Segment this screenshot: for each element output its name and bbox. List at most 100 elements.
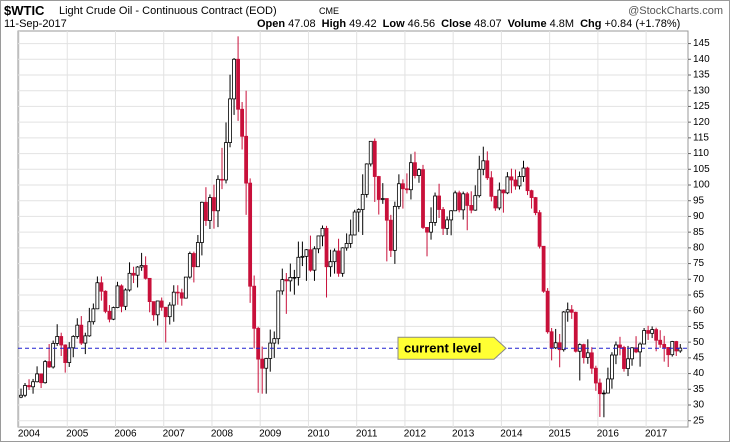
candle-body [505,176,510,194]
x-tick-label: 2004 [18,429,41,440]
candle-body [348,234,353,244]
candle-body [473,195,478,211]
candle-body [360,194,365,210]
x-tick-label: 2010 [307,429,330,440]
x-tick-label: 2012 [404,429,427,440]
candle-body [646,330,651,334]
candle-body [123,289,128,307]
candle-body [43,361,48,384]
candle-body [288,276,293,282]
candle-body [433,195,437,223]
symbol: $WTIC [4,3,45,18]
candle-body [658,339,663,345]
quote-label: High [321,18,347,30]
candle-body [23,385,27,396]
candle-body [413,162,417,176]
candle-body [481,160,486,170]
candle-body [626,358,630,369]
candle-body [449,210,454,221]
candle-body [445,219,450,229]
candle-body [19,394,23,398]
candle-body [392,205,397,251]
candle-body [167,304,172,318]
quote-value: 4.8M [549,18,575,30]
candle-body [678,347,683,352]
quote: Open 47.08 High 49.42 Low 46.56 Close 48.07 Volu… [257,18,686,30]
candle-body [51,342,56,368]
candle-body [31,381,35,388]
candle-body [469,205,474,211]
candle-body [163,306,168,318]
candle-body [384,198,389,221]
candle-body [489,177,494,197]
y-tick-label: 130 [693,85,710,96]
candle-body [356,209,361,213]
candle-body [509,176,514,181]
candle-body [368,140,373,165]
candle-body [352,211,357,236]
candle-body [521,167,526,177]
candle-body [545,290,550,333]
candle-body [581,344,586,358]
candle-body [666,347,671,356]
candle-body [300,255,305,258]
candle-body [529,190,534,198]
candle-body [437,195,441,210]
candle-body [654,329,659,341]
y-tick-label: 95 [693,195,705,206]
candle-body [593,367,598,384]
y-tick-label: 60 [693,305,705,316]
candle-body [376,176,381,200]
candle-body [622,347,626,369]
x-tick-label: 2014 [500,429,523,440]
x-tick-label: 2015 [549,429,572,440]
candle-body [83,335,88,344]
candle-body [400,183,405,190]
candle-body [344,243,349,249]
candle-body [91,308,96,323]
y-tick-label: 135 [693,70,710,81]
annotation-callout [397,336,507,360]
candle-body [372,140,377,177]
candle-body [662,343,667,348]
x-tick-label: 2017 [645,429,668,440]
quote-label: Close [441,18,472,30]
x-tick-label: 2009 [259,429,282,440]
candle-body [409,162,413,191]
x-tick-label: 2005 [66,429,89,440]
candle-body [304,249,309,257]
candle-body [39,373,43,384]
candle-body [425,227,429,233]
candle-body [107,310,112,320]
candle-body [228,98,232,143]
candle-body [493,195,498,209]
candle-body [312,248,317,271]
exchange: CME [319,6,339,16]
candle-body [260,358,265,369]
candle-body [441,209,446,229]
candle-body [630,347,634,360]
candle-body [191,253,196,268]
candle-body [195,242,200,268]
quote-label: Chg [580,18,602,30]
y-tick-label: 25 [693,415,705,426]
candle-body [224,142,228,181]
y-tick-label: 35 [693,384,705,395]
candle-body [569,309,574,313]
candle-body [272,338,277,344]
candle-body [75,324,80,337]
candle-body [252,285,257,329]
candle-body [417,169,421,176]
y-tick-label: 105 [693,164,710,175]
candle-body [268,342,273,359]
candle-body [589,352,594,369]
candle-body [606,378,610,394]
candle-body [244,135,249,184]
candle-body [95,282,100,310]
candle-body [597,382,602,395]
candle-body [131,272,136,276]
candle-body [67,347,72,363]
candle-body [497,189,502,209]
candle-body [457,192,462,211]
